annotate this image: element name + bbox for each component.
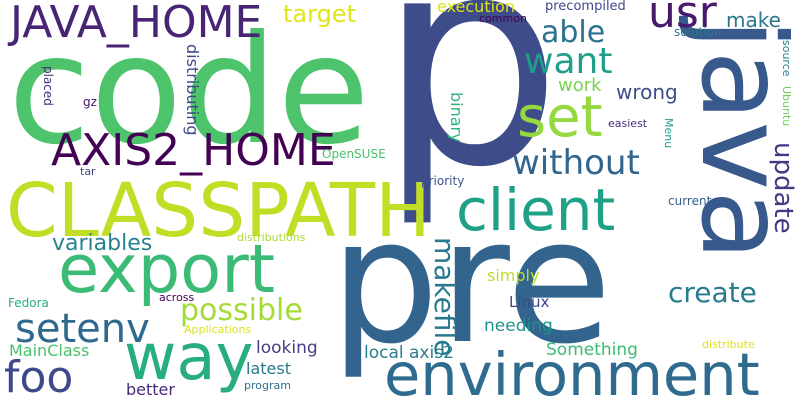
word-binary: binary bbox=[447, 92, 466, 143]
word-source: source bbox=[780, 40, 793, 77]
word-menu: Menu bbox=[662, 118, 675, 149]
word-simply: simply bbox=[487, 266, 540, 285]
word-way: way bbox=[124, 321, 254, 395]
word-client: client bbox=[456, 176, 616, 244]
word-make: make bbox=[726, 8, 781, 32]
word-applications: Applications bbox=[184, 323, 252, 336]
word-linux: Linux bbox=[509, 293, 550, 311]
word-makefile: makefile bbox=[428, 237, 461, 357]
word-precompiled: precompiled bbox=[545, 0, 626, 14]
word-work: work bbox=[558, 75, 602, 96]
word-across: across bbox=[159, 291, 195, 304]
word-setenv: setenv bbox=[15, 306, 150, 352]
word-p: p bbox=[378, 0, 563, 231]
word-export: export bbox=[58, 230, 276, 308]
word-better: better bbox=[126, 380, 175, 399]
word-tar: tar bbox=[80, 165, 96, 178]
word-priority: priority bbox=[421, 174, 465, 188]
word-able: able bbox=[541, 15, 606, 50]
word-variables: variables bbox=[52, 231, 153, 256]
word-ubuntu: Ubuntu bbox=[780, 86, 793, 127]
word-environment: environment bbox=[384, 340, 760, 400]
word-common: common bbox=[479, 12, 527, 25]
word-needing: needing bbox=[484, 316, 553, 336]
word-gz: gz bbox=[83, 95, 97, 109]
word-wrong: wrong bbox=[616, 80, 678, 104]
word-local-axis2: local axis2 bbox=[364, 343, 454, 363]
word-set: set bbox=[517, 85, 603, 150]
word-distributing: distributing bbox=[183, 44, 202, 136]
word-target: target bbox=[283, 0, 356, 28]
word-solution: solution bbox=[674, 25, 722, 39]
word-want: want bbox=[524, 41, 613, 82]
word-looking: looking bbox=[256, 338, 318, 358]
word-opensuse: OpenSUSE bbox=[322, 147, 386, 161]
word-execution: execution bbox=[437, 0, 515, 16]
word-classpath: CLASSPATH bbox=[6, 168, 431, 254]
word-without: without bbox=[512, 143, 640, 183]
word-program: program bbox=[244, 379, 291, 392]
word-foo: foo bbox=[4, 352, 74, 400]
word-possible: possible bbox=[180, 293, 303, 328]
word-usr: usr bbox=[648, 0, 717, 38]
word-distribute: distribute bbox=[702, 338, 755, 351]
word-easiest: easiest bbox=[608, 117, 648, 130]
word-axis2-home: AXIS2_HOME bbox=[51, 125, 336, 176]
word-latest: latest bbox=[246, 359, 291, 378]
word-code: code bbox=[8, 4, 370, 178]
word-current: current bbox=[668, 194, 712, 208]
word-mainclass: MainClass bbox=[9, 341, 90, 360]
word-placed: placed bbox=[41, 66, 55, 106]
word-create: create bbox=[668, 276, 757, 309]
word-something: Something bbox=[546, 340, 638, 360]
word-update: update bbox=[768, 142, 798, 234]
word-fedora: Fedora bbox=[8, 296, 49, 310]
word-distributions: distributions bbox=[237, 231, 306, 244]
word-pre: pre bbox=[330, 181, 612, 382]
word-java-home: JAVA_HOME bbox=[10, 0, 263, 48]
